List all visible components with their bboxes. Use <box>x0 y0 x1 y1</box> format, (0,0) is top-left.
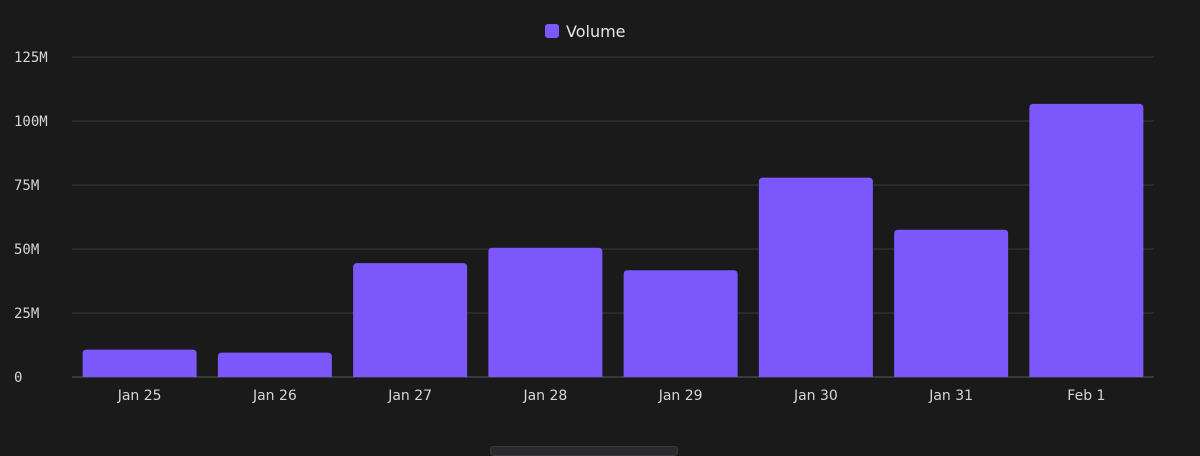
x-tick-label: Feb 1 <box>1067 388 1105 404</box>
x-tick-label: Jan 25 <box>117 388 162 404</box>
legend-label-volume: Volume <box>566 22 626 41</box>
y-tick-label: 100M <box>14 114 48 130</box>
y-axis-tick-labels: 0 25M 50M 75M 100M 125M <box>14 50 48 386</box>
bar-jan-25[interactable] <box>82 349 197 377</box>
bar-jan-30[interactable] <box>758 177 873 377</box>
y-tick-label: 0 <box>14 370 22 386</box>
y-tick-label: 25M <box>14 306 39 322</box>
bar-jan-28[interactable] <box>488 247 603 377</box>
x-tick-label: Jan 27 <box>387 388 432 404</box>
y-tick-label: 75M <box>14 178 39 194</box>
bar-jan-26[interactable] <box>217 352 332 377</box>
x-axis-tick-labels: Jan 25 Jan 26 Jan 27 Jan 28 Jan 29 Jan 30 Jan … <box>117 388 1106 404</box>
x-tick-label: Jan 29 <box>658 388 703 404</box>
chart-range-scrollbar[interactable] <box>490 446 678 456</box>
chart-legend[interactable]: Volume <box>545 22 626 41</box>
x-tick-label: Jan 28 <box>522 388 567 404</box>
bar-jan-31[interactable] <box>894 229 1009 377</box>
bar-feb-1[interactable] <box>1029 103 1144 378</box>
bars <box>82 103 1144 378</box>
bar-jan-29[interactable] <box>623 270 738 377</box>
x-tick-label: Jan 31 <box>928 388 973 404</box>
y-tick-label: 125M <box>14 50 48 66</box>
legend-swatch-volume <box>545 24 559 38</box>
x-tick-label: Jan 26 <box>252 388 297 404</box>
x-tick-label: Jan 30 <box>793 388 838 404</box>
bar-jan-27[interactable] <box>353 263 468 377</box>
y-tick-label: 50M <box>14 242 39 258</box>
